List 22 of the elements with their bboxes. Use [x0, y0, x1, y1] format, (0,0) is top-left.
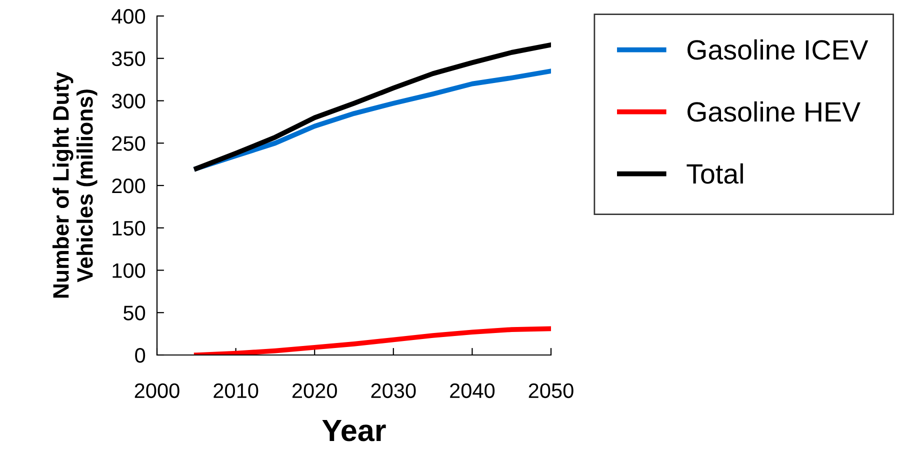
x-tick-label: 2020 — [292, 383, 337, 398]
x-tick-label: 2010 — [214, 383, 258, 398]
y-tick-label: 200 — [112, 178, 146, 194]
legend-label: Gasoline ICEV — [688, 39, 868, 60]
legend-label: Gasoline HEV — [688, 101, 860, 122]
y-axis-title: Number of Light Duty Vehicles (millions) — [52, 72, 98, 298]
y-tick-label: 50 — [124, 306, 146, 320]
legend-label: Total — [686, 163, 743, 184]
x-axis-title: Year — [322, 420, 386, 442]
y-tick-label: 150 — [112, 220, 146, 236]
x-tick-label: 2030 — [371, 383, 416, 398]
x-tick-label: 2000 — [134, 383, 180, 398]
y-tick-label: 300 — [112, 94, 146, 109]
y-tick-label: 100 — [112, 263, 146, 278]
y-tick-label: 0 — [135, 348, 146, 363]
line-series — [194, 42, 551, 171]
y-tick-label: 400 — [112, 9, 146, 24]
x-tick-label: 2050 — [528, 383, 574, 398]
y-tick-label: 350 — [112, 51, 146, 66]
line-series — [194, 326, 551, 355]
x-tick-label: 2040 — [450, 383, 495, 398]
y-tick-label: 250 — [112, 136, 146, 151]
